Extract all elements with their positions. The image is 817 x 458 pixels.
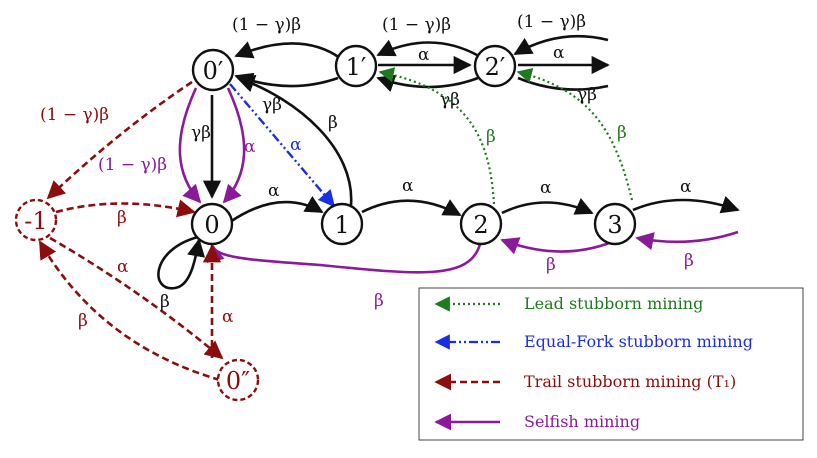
label-into-2prime-gamma: γβ [577, 85, 597, 105]
legend-entry-selfish: Selfish mining [434, 412, 640, 431]
state-node-1: 1 [320, 202, 364, 246]
legend-label-selfish: Selfish mining [524, 412, 640, 431]
label-2prime-1prime: (1 − γ)β [382, 15, 451, 35]
label-0-selfloop-beta: β [160, 292, 170, 312]
state-label-2: 2 [473, 211, 488, 239]
label-onward-3-purple-beta: β [684, 251, 694, 271]
label-0prime-0-purple: (1 − γ)β [98, 155, 167, 175]
label-1prime-0prime: (1 − γ)β [232, 15, 301, 35]
label-2-3-alpha: α [540, 178, 552, 198]
label-0prime-0-purple-alpha: α [244, 137, 256, 157]
state-node-2: 2 [459, 202, 503, 246]
state-label-0prime: 0′ [203, 57, 224, 85]
state-node-2prime: 2′ [473, 44, 517, 88]
state-node-0: 0 [190, 202, 234, 246]
edge-1-to-0prime [236, 74, 353, 206]
label-3-2prime-green-beta: β [617, 123, 627, 143]
state-label-1: 1 [334, 211, 349, 239]
state-node-3: 3 [593, 202, 637, 246]
label-3-2-purple-beta: β [546, 255, 556, 275]
label-1prime-2prime-alpha: α [418, 45, 430, 65]
state-node-0prime: 0′ [191, 48, 235, 92]
label-0pp-0-red-alpha: α [222, 307, 234, 327]
label-2-0-purple-beta: β [374, 291, 384, 311]
edge-0pp-to-m1-red [38, 240, 221, 382]
edge-0prime-to-0-purple-right [222, 87, 246, 204]
label-1prime-0prime-gamma: γβ [262, 95, 282, 115]
edge-1prime-to-0prime-gamma [234, 72, 339, 91]
label-2-1prime-green-beta: β [486, 127, 496, 147]
edge-2prime-to-1prime [376, 39, 478, 57]
label-m1-0-red-beta: β [117, 208, 127, 228]
label-3-onward-alpha: α [680, 177, 692, 197]
label-1-2-alpha: α [402, 176, 414, 196]
edge-m1-to-0-red [55, 199, 196, 218]
legend-entry-lead: Lead stubborn mining [434, 294, 703, 313]
state-label-1prime: 1′ [346, 53, 367, 81]
label-1-0prime-beta: β [328, 113, 338, 133]
state-label-3: 3 [607, 211, 622, 239]
legend-label-lead: Lead stubborn mining [524, 294, 703, 313]
edge-2-to-1prime-green [378, 67, 496, 205]
label-m1-0pp-red-alpha: α [117, 257, 129, 277]
edge-3-to-2prime-green [516, 67, 634, 201]
label-0prime-1-blue-alpha: α [290, 135, 302, 155]
edge-3-to-2-purple [500, 237, 613, 255]
state-label-2prime: 2′ [485, 53, 506, 81]
label-0pp-m1-red-beta: β [78, 311, 88, 331]
edge-m1-to-0pp-red [49, 236, 224, 360]
state-node-1prime: 1′ [334, 44, 378, 88]
edge-0prime-to-m1-red [46, 80, 193, 200]
edge-0prime-to-0-purple-left [178, 87, 202, 204]
legend-entry-equal-fork: Equal-Fork stubborn mining [434, 332, 753, 351]
edge-0prime-to-1-blue [229, 83, 336, 208]
edge-0-selfloop [157, 235, 206, 290]
edge-2-to-3 [501, 198, 594, 215]
legend-label-equal-fork: Equal-Fork stubborn mining [524, 332, 753, 351]
label-0-1-alpha: α [268, 181, 280, 201]
edge-0-to-1 [229, 195, 324, 224]
state-node-0doubleprime: 0″ [216, 358, 260, 402]
label-0prime-m1-red: (1 − γ)β [40, 105, 109, 125]
label-2prime-1prime-gamma: γβ [440, 90, 460, 110]
edge-2prime-to-1prime-gamma [376, 74, 479, 92]
label-0prime-0-gamma: γβ [191, 123, 211, 143]
edge-1-to-2 [361, 199, 462, 217]
legend-entry-trail: Trail stubborn mining (T₁) [434, 372, 736, 391]
legend-label-trail: Trail stubborn mining (T₁) [524, 372, 736, 391]
label-2prime-onward-alpha: α [553, 43, 565, 63]
state-label-0doubleprime: 0″ [226, 367, 250, 395]
edge-2-to-0-purple [206, 243, 482, 274]
state-label-0: 0 [204, 211, 219, 239]
state-node-minus1: -1 [14, 198, 58, 242]
edge-onward-to-3-purple [635, 230, 739, 250]
edge-3-onward [632, 196, 740, 214]
state-label-minus1: -1 [24, 207, 47, 235]
legend: Lead stubborn mining Equal-Fork stubborn… [418, 287, 804, 441]
edge-1prime-to-0prime [234, 41, 341, 60]
edge-incoming-to-2prime [513, 34, 609, 56]
label-into-2prime: (1 − γ)β [517, 12, 586, 32]
